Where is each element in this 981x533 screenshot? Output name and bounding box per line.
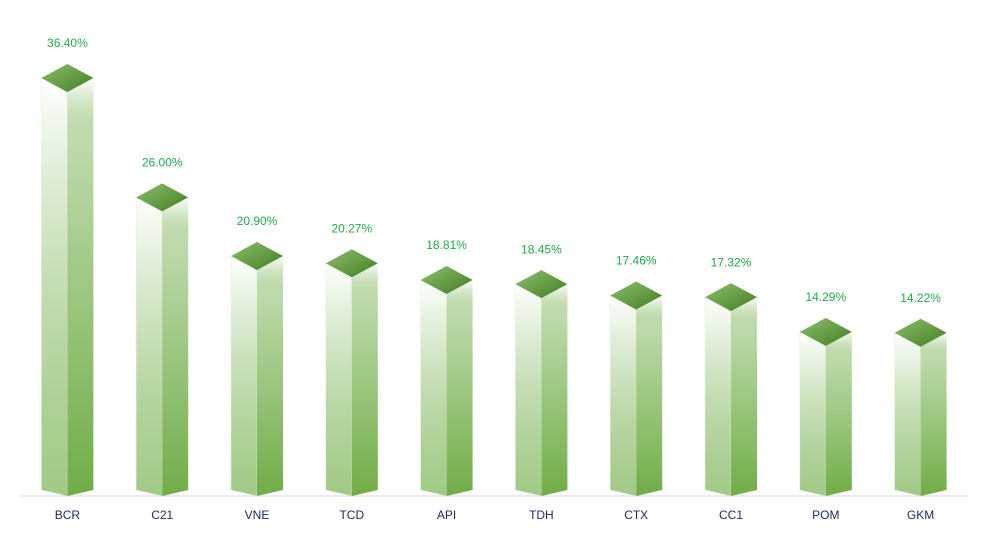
bar-top (799, 317, 852, 346)
bar-left-face (894, 332, 921, 497)
bar-top (705, 283, 757, 312)
bar-top (515, 270, 568, 299)
value-label: 20.27% (331, 221, 372, 235)
bar-right-face (636, 295, 663, 496)
bar-left-face (799, 331, 827, 497)
bar-left-face (135, 197, 163, 497)
x-tick-label: POM (812, 508, 839, 522)
bar-left-face (325, 262, 353, 497)
value-label: 14.29% (805, 290, 846, 304)
x-tick-label: GKM (907, 508, 934, 522)
bar-top (231, 241, 283, 270)
bar-left-face (41, 77, 68, 497)
x-tick-label: BCR (55, 508, 81, 522)
value-label: 20.90% (237, 214, 278, 228)
value-label: 17.32% (711, 255, 752, 269)
bar-left-face (420, 279, 447, 497)
value-label: 36.40% (47, 36, 88, 50)
bar-right-face (825, 331, 852, 496)
x-tick-label: TCD (339, 508, 364, 522)
value-label: 17.46% (616, 254, 657, 268)
bar-top (325, 249, 378, 278)
value-label: 18.45% (521, 242, 562, 256)
value-label: 18.81% (426, 238, 467, 252)
bar-right-face (541, 284, 568, 496)
bar-right-face (920, 332, 947, 496)
x-tick-label: VNE (245, 508, 270, 522)
bar-right-face (67, 78, 94, 496)
bar-top (894, 318, 947, 347)
bar-top (610, 281, 663, 310)
x-tick-label: C21 (151, 508, 173, 522)
x-tick-label: API (437, 508, 456, 522)
bar-right-face (731, 297, 757, 496)
bar-right-face (162, 197, 189, 496)
bar-left-face (515, 283, 542, 497)
bar-left-face (230, 255, 258, 497)
value-label: 26.00% (142, 156, 183, 170)
bar-right-face (257, 255, 283, 496)
bar-right-face (351, 263, 378, 496)
bar-left-face (704, 296, 732, 497)
value-label: 14.22% (900, 291, 941, 305)
x-tick-label: CC1 (719, 508, 743, 522)
bar-top (41, 64, 94, 92)
bar-top (136, 183, 189, 212)
x-tick-label: TDH (529, 508, 554, 522)
bar-top (420, 265, 473, 294)
x-tick-label: CTX (624, 508, 648, 522)
bar-right-face (446, 279, 473, 496)
bar-left-face (609, 295, 637, 497)
